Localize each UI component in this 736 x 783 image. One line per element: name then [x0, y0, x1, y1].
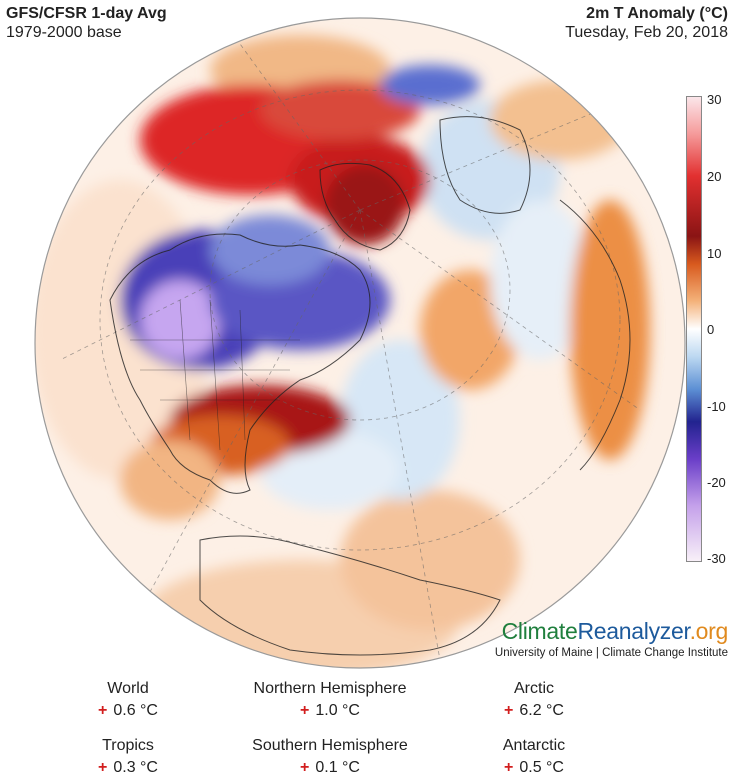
- colorbar-tick: 20: [707, 169, 722, 184]
- plus-icon: +: [300, 759, 310, 776]
- brand-subtitle: University of Maine | Climate Change Ins…: [494, 647, 728, 659]
- colorbar-tick: -10: [707, 399, 726, 414]
- stat-world: World +0.6 °C: [18, 679, 238, 721]
- variable-title: 2m T Anomaly (°C): [586, 5, 728, 22]
- colorbar-tick: -20: [707, 475, 726, 490]
- coastlines: [109, 116, 631, 656]
- map-title-block: GFS/CFSR 1-day Avg 1979-2000 base: [6, 4, 167, 42]
- plus-icon: +: [98, 759, 108, 776]
- stat-label: Antarctic: [502, 737, 566, 754]
- colorbar-tick: 10: [707, 246, 722, 261]
- colorbar-tick: 30: [707, 92, 722, 107]
- map-title: GFS/CFSR 1-day Avg: [6, 5, 167, 22]
- brand-logo[interactable]: ClimateReanalyzer.org: [501, 618, 729, 644]
- stat-value: 6.2 °C: [519, 702, 564, 719]
- stat-value: 0.6 °C: [113, 702, 158, 719]
- stat-northern-hemisphere: Northern Hemisphere +1.0 °C: [220, 679, 440, 721]
- stat-label: Tropics: [102, 737, 154, 754]
- variable-title-block: 2m T Anomaly (°C) Tuesday, Feb 20, 2018: [565, 4, 728, 42]
- plus-icon: +: [504, 759, 514, 776]
- stat-antarctic: Antarctic +0.5 °C: [424, 736, 644, 778]
- colorbar: [686, 96, 702, 562]
- plus-icon: +: [504, 702, 514, 719]
- plus-icon: +: [98, 702, 108, 719]
- stat-value: 1.0 °C: [315, 702, 360, 719]
- stat-label: Arctic: [514, 680, 554, 697]
- stat-value: 0.1 °C: [315, 759, 360, 776]
- colorbar-tick: 0: [707, 322, 715, 337]
- stat-label: World: [107, 680, 149, 697]
- date-label: Tuesday, Feb 20, 2018: [565, 24, 728, 41]
- stat-value: 0.3 °C: [113, 759, 158, 776]
- colorbar-tick: -30: [707, 551, 726, 566]
- graticule: [59, 29, 641, 661]
- globe-outline: [34, 17, 686, 669]
- stat-label: Southern Hemisphere: [252, 737, 408, 754]
- stat-tropics: Tropics +0.3 °C: [18, 736, 238, 778]
- stat-arctic: Arctic +6.2 °C: [424, 679, 644, 721]
- boundaries: [130, 299, 300, 451]
- map-subtitle: 1979-2000 base: [6, 24, 122, 41]
- stat-southern-hemisphere: Southern Hemisphere +0.1 °C: [220, 736, 440, 778]
- stat-label: Northern Hemisphere: [253, 680, 407, 697]
- brand-block: ClimateReanalyzer.org University of Main…: [495, 618, 728, 659]
- stat-value: 0.5 °C: [519, 759, 564, 776]
- plus-icon: +: [300, 702, 310, 719]
